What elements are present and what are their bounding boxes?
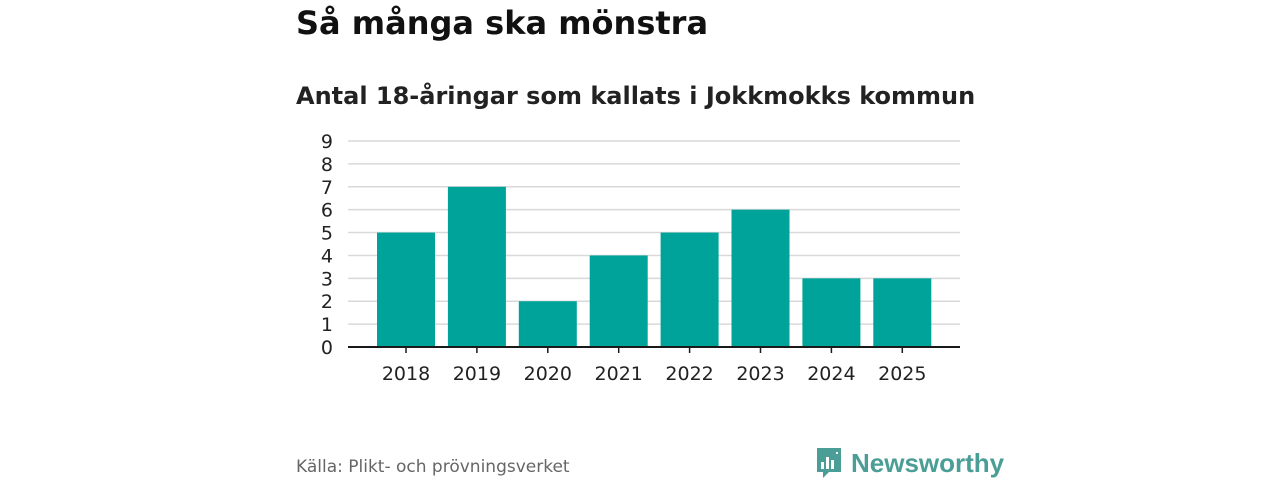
- bar-2025: [873, 278, 932, 347]
- bar-2024: [802, 278, 861, 347]
- y-tick-label: 5: [321, 223, 333, 245]
- brand-name: Newsworthy: [851, 447, 1005, 478]
- bar-2019: [447, 186, 506, 347]
- bar-2020: [518, 301, 577, 347]
- source-note: Källa: Plikt- och prövningsverket: [296, 457, 570, 477]
- x-tick-label: 2022: [665, 363, 713, 385]
- x-tick-label: 2019: [453, 363, 501, 385]
- bar-2022: [660, 232, 719, 347]
- x-tick-label: 2024: [807, 363, 855, 385]
- y-tick-label: 9: [321, 131, 333, 153]
- x-tick-label: 2020: [524, 363, 572, 385]
- bar-2018: [377, 232, 435, 347]
- gridlines: [348, 140, 960, 325]
- bar-2021: [589, 255, 648, 347]
- x-tick-label: 2023: [736, 363, 784, 385]
- chart-subtitle: Antal 18-åringar som kallats i Jokkmokks…: [296, 82, 976, 110]
- y-tick-label: 1: [321, 314, 333, 336]
- x-axis-ticks: 2018 2019 2020 2021 2022 2023 2024 2025: [382, 347, 926, 385]
- newsworthy-logo-icon: [817, 448, 841, 478]
- x-tick-label: 2018: [382, 363, 430, 385]
- bars: [377, 186, 932, 347]
- y-tick-label: 3: [321, 268, 333, 290]
- y-tick-label: 7: [321, 177, 333, 199]
- x-tick-label: 2025: [878, 363, 926, 385]
- bar-2023: [731, 209, 790, 347]
- y-tick-label: 4: [321, 245, 333, 267]
- brand-logo: Newsworthy: [815, 446, 1004, 480]
- y-tick-label: 0: [321, 337, 333, 359]
- x-tick-label: 2021: [595, 363, 643, 385]
- y-tick-label: 8: [321, 154, 333, 176]
- chart-title: Så många ska mönstra: [296, 4, 709, 42]
- y-tick-label: 6: [321, 200, 333, 222]
- y-tick-label: 2: [321, 291, 333, 313]
